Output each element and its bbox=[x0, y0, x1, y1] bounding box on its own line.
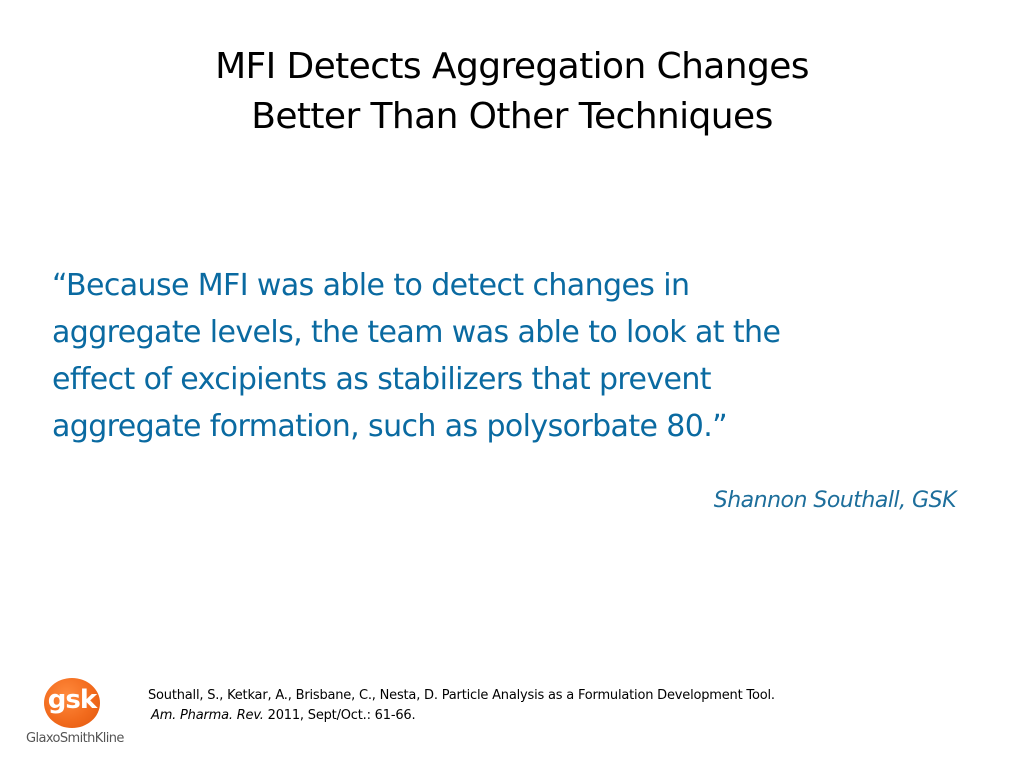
slide-title: MFI Detects Aggregation Changes Better T… bbox=[0, 42, 1024, 142]
gsk-logo: gsk GlaxoSmithKline bbox=[22, 676, 132, 752]
quote-line-3: effect of excipients as stabilizers that… bbox=[52, 362, 712, 397]
logo-mark: gsk bbox=[47, 685, 97, 715]
citation-details: 2011, Sept/Oct.: 61-66. bbox=[263, 708, 416, 723]
citation: Southall, S., Ketkar, A., Brisbane, C., … bbox=[148, 686, 1008, 726]
quote-attribution: Shannon Southall, GSK bbox=[713, 488, 957, 513]
quote-line-4: aggregate formation, such as polysorbate… bbox=[52, 409, 728, 444]
quote-line-1: “Because MFI was able to detect changes … bbox=[52, 268, 690, 303]
quote-line-2: aggregate levels, the team was able to l… bbox=[52, 315, 781, 350]
citation-line-2: Am. Pharma. Rev. 2011, Sept/Oct.: 61-66. bbox=[148, 706, 1008, 726]
logo-company-name: GlaxoSmithKline bbox=[26, 731, 124, 746]
quote-block: “Because MFI was able to detect changes … bbox=[52, 262, 972, 450]
citation-line-1: Southall, S., Ketkar, A., Brisbane, C., … bbox=[148, 688, 775, 703]
title-line-2: Better Than Other Techniques bbox=[251, 96, 773, 137]
citation-journal: Am. Pharma. Rev. bbox=[151, 708, 264, 723]
logo-circle-icon bbox=[44, 678, 100, 728]
title-line-1: MFI Detects Aggregation Changes bbox=[215, 46, 809, 87]
